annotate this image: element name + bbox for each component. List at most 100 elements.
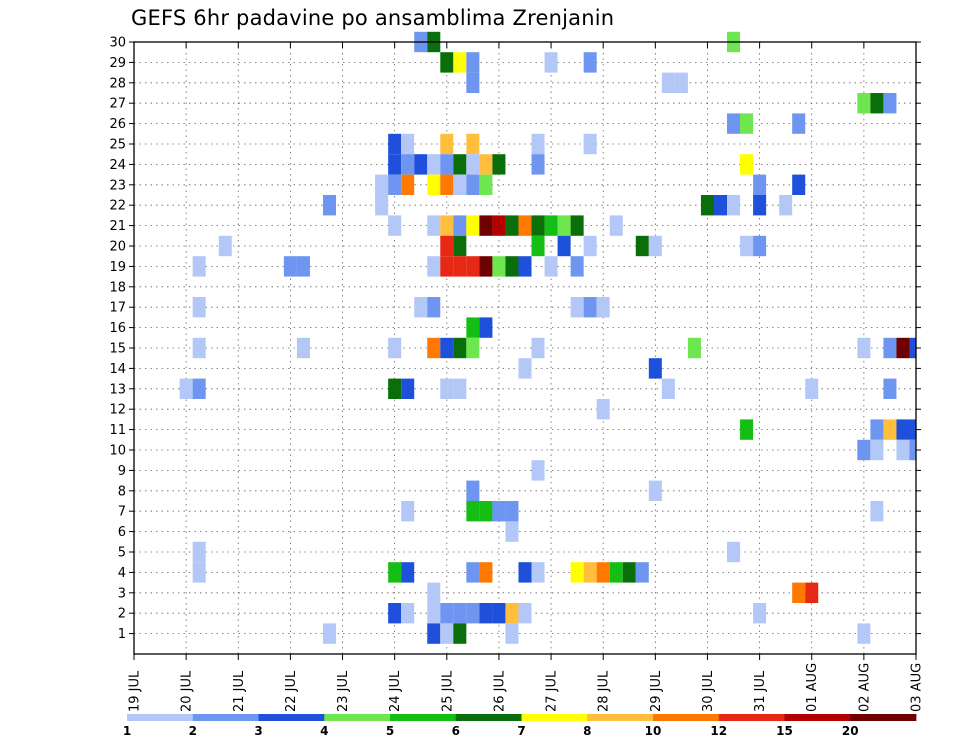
legend-swatch [455, 714, 522, 721]
heatmap-cell [296, 256, 310, 277]
x-tick-label: 25 JUL [440, 670, 455, 712]
heatmap-cell [909, 439, 916, 461]
legend-swatch [390, 714, 457, 721]
y-tick-label: 16 [109, 321, 126, 336]
heatmap-cell [518, 215, 532, 236]
heatmap-cell [583, 133, 597, 155]
heatmap-cell [674, 72, 688, 93]
heatmap-cell [466, 317, 480, 338]
legend-swatch [784, 714, 851, 721]
x-tick-label: 22 JUL [284, 670, 299, 712]
heatmap-cell [414, 154, 428, 175]
heatmap-cell [870, 439, 884, 461]
heatmap-cell [427, 337, 441, 359]
legend-label: 5 [386, 724, 394, 738]
y-tick-label: 19 [109, 260, 126, 275]
heatmap-cell [740, 235, 754, 257]
heatmap-cell [909, 337, 916, 359]
y-tick-label: 8 [118, 484, 126, 499]
heatmap-cell [192, 256, 206, 277]
heatmap-cell [531, 154, 545, 175]
legend-swatch [850, 714, 917, 721]
heatmap-cell [453, 154, 467, 175]
heatmap-cell [427, 623, 441, 644]
x-tick-label: 21 JUL [232, 670, 247, 712]
heatmap-cell [492, 256, 506, 277]
y-tick-label: 26 [109, 117, 126, 132]
legend-label: 6 [452, 724, 460, 738]
heatmap-cell [544, 215, 558, 236]
heatmap-cell [440, 174, 454, 195]
heatmap-cell [453, 215, 467, 236]
y-tick-label: 25 [109, 138, 126, 153]
legend-swatch [718, 714, 785, 721]
color-legend: 1 2 3 4 5 6 7 8 10 12 15 20 [123, 714, 917, 738]
y-tick-label: 24 [109, 158, 126, 173]
heatmap-cell [792, 582, 806, 603]
heatmap-cell [453, 256, 467, 277]
legend-swatch [192, 714, 259, 721]
heatmap-cell [479, 603, 493, 624]
heatmap-cell [440, 623, 454, 644]
heatmap-cell [440, 52, 454, 73]
heatmap-cell [687, 337, 701, 359]
heatmap-cell [857, 337, 871, 359]
heatmap-cell [779, 195, 793, 216]
y-tick-label: 22 [109, 199, 126, 214]
heatmap-cell [505, 215, 519, 236]
heatmap-cell [531, 235, 545, 257]
heatmap-cell [883, 337, 897, 359]
heatmap-cell [401, 378, 415, 399]
heatmap-cell [792, 174, 806, 195]
legend-label: 15 [776, 724, 793, 738]
x-tick-label: 20 JUL [180, 670, 195, 712]
heatmap-cell [192, 378, 206, 399]
heatmap-cell [388, 215, 402, 236]
heatmap-cell [805, 378, 819, 399]
heatmap-cell [713, 195, 728, 216]
heatmap-cell [492, 215, 506, 236]
heatmap-cell [466, 256, 480, 277]
heatmap-cell [466, 174, 480, 195]
heatmap-cell [466, 501, 480, 522]
heatmap-cell [453, 337, 467, 359]
legend-label: 10 [645, 724, 662, 738]
heatmap-cell [740, 154, 754, 175]
heatmap-cell [648, 358, 662, 379]
y-tick-label: 3 [118, 586, 126, 601]
heatmap-cell [870, 419, 884, 440]
heatmap-cell [740, 419, 754, 440]
heatmap-cell [661, 72, 675, 93]
heatmap-cell [375, 174, 389, 195]
chart-title: GEFS 6hr padavine po ansamblima Zrenjani… [131, 6, 615, 30]
heatmap-cell [531, 337, 545, 359]
heatmap-cell [583, 297, 597, 318]
heatmap-cell [440, 378, 454, 399]
heatmap-cell [453, 174, 467, 195]
heatmap-cell [583, 235, 597, 257]
heatmap-cell [557, 215, 571, 236]
y-tick-label: 5 [118, 546, 126, 561]
heatmap-cell [596, 297, 610, 318]
heatmap-cell [648, 480, 662, 501]
heatmap-cell [609, 562, 623, 583]
legend-swatch [653, 714, 720, 721]
legend-label: 1 [123, 724, 131, 738]
heatmap-cell [505, 501, 519, 522]
heatmap-cell [440, 154, 454, 175]
heatmap-cell [296, 337, 310, 359]
y-tick-label: 23 [109, 178, 126, 193]
heatmap-cell [440, 256, 454, 277]
legend-label: 7 [517, 724, 525, 738]
heatmap-cell [518, 358, 532, 379]
heatmap-cell [870, 93, 884, 114]
heatmap-cell [531, 460, 545, 481]
y-tick-label: 27 [109, 97, 126, 112]
heatmap-cell [401, 154, 415, 175]
legend-label: 8 [583, 724, 591, 738]
heatmap-cell [896, 439, 910, 461]
y-tick-label: 1 [118, 627, 126, 642]
heatmap-cell [792, 113, 806, 134]
heatmap-cell [570, 562, 584, 583]
heatmap-cell [192, 562, 206, 583]
